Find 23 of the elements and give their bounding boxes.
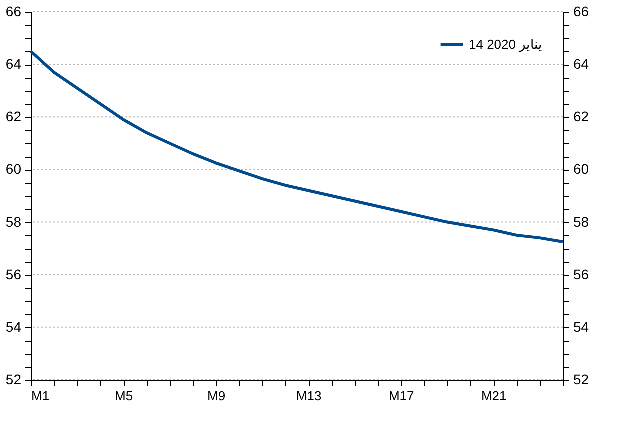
x-tick-label: M9 bbox=[208, 388, 226, 404]
x-tick-label: M5 bbox=[114, 388, 134, 404]
x-tick-label: M21 bbox=[481, 388, 507, 404]
y2-tick-label: 52 bbox=[574, 372, 590, 388]
y2-tick-label: 66 bbox=[574, 4, 590, 20]
y2-tick-label: 56 bbox=[574, 266, 590, 282]
y-tick-label: 56 bbox=[6, 266, 22, 282]
y2-tick-label: 64 bbox=[574, 56, 590, 72]
y-tick-label: 52 bbox=[6, 372, 22, 388]
legend-label: 14 يناير 2020 bbox=[469, 37, 543, 53]
y-tick-label: 62 bbox=[6, 108, 22, 125]
x-tick-label: M17 bbox=[388, 388, 414, 404]
y-tick-label: 60 bbox=[6, 161, 22, 178]
x-tick-label: M13 bbox=[296, 388, 322, 404]
y-tick-label: 58 bbox=[6, 214, 22, 230]
y-tick-label: 64 bbox=[6, 56, 22, 72]
x-tick-label: M1 bbox=[32, 388, 50, 404]
y2-tick-label: 58 bbox=[574, 214, 590, 230]
y-tick-label: 54 bbox=[6, 318, 22, 335]
y2-tick-label: 60 bbox=[574, 161, 590, 178]
y2-tick-label: 54 bbox=[574, 318, 590, 335]
y2-tick-label: 62 bbox=[574, 108, 590, 125]
y-tick-label: 66 bbox=[6, 4, 22, 20]
